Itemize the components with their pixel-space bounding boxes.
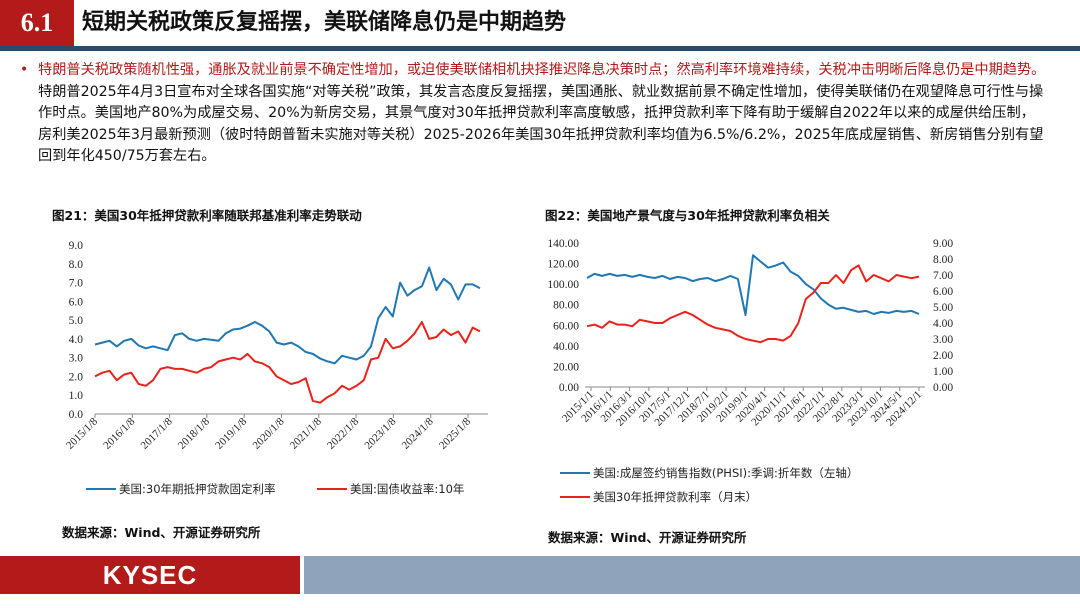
figure22-y-right-tick-label: 0.00 — [933, 382, 953, 394]
figure22-y-right-tick-label: 2.00 — [933, 350, 953, 362]
figure22-y-right-tick-label: 5.00 — [933, 302, 953, 314]
figure21-legend-label-1: 美国:30年期抵押贷款固定利率 — [119, 482, 276, 496]
body-paragraph: 特朗普关税政策随机性强，通胀及就业前景不确定性增加，或迫使美联储相机抉择推迟降息… — [38, 60, 1048, 168]
figure22-legend-label-2: 美国30年抵押贷款利率（月末） — [593, 490, 757, 504]
figure21-title: 图21：美国30年抵押贷款利率随联邦基准利率走势联动 — [52, 208, 362, 223]
figure21-y-tick-label: 4.0 — [69, 334, 84, 346]
figure22-y-left-tick-label: 0.00 — [559, 382, 579, 394]
figure22-y-right-tick-label: 7.00 — [933, 270, 953, 282]
figure22-chart: 0.00 20.00 40.00 60.00 80.00 100.00 120.00 140.… — [530, 225, 980, 525]
figure21-legend-label-2: 美国:国债收益率:10年 — [350, 482, 464, 496]
figure22-background — [530, 225, 980, 525]
figure22-series-line-1 — [586, 254, 920, 316]
figure21-y-tick-label: 8.0 — [69, 259, 84, 271]
figure21-y-tick-label: 5.0 — [69, 315, 84, 327]
figure22-source: 数据来源：Wind、开源证券研究所 — [548, 530, 747, 545]
figure21-series-line-1 — [94, 266, 481, 365]
figure21-y-tick-label: 6.0 — [69, 296, 84, 308]
figure22-y-left-tick-label: 20.00 — [553, 361, 579, 373]
logo-text: KYSEC — [102, 560, 198, 590]
kysec-logo: KYSEC — [0, 556, 300, 594]
figure22-y-left-tick-label: 100.00 — [547, 279, 579, 291]
figure22-legend-label-1: 美国:成屋签约销售指数(PHSI):季调:折年数（左轴） — [593, 466, 858, 480]
header-divider — [0, 46, 1080, 51]
bullet-marker: • — [20, 62, 29, 78]
figure22-y-left-tick-label: 80.00 — [553, 300, 579, 312]
figure22-y-right-tick-label: 8.00 — [933, 254, 953, 266]
figure22-y-right-tick-label: 9.00 — [933, 238, 953, 250]
figure21-y-tick-label: 0.0 — [69, 409, 84, 421]
body-text: 特朗普2025年4月3日宣布对全球各国实施“对等关税”政策，其发言态度反复摇摆，… — [38, 83, 1044, 165]
figure21-y-tick-label: 1.0 — [69, 390, 84, 402]
figure22-series-line-2 — [586, 264, 920, 344]
figure21-y-tick-label: 7.0 — [69, 278, 84, 290]
figure21-y-tick-label: 2.0 — [69, 371, 84, 383]
highlight-text: 特朗普关税政策随机性强，通胀及就业前景不确定性增加，或迫使美联储相机抉择推迟降息… — [38, 62, 1046, 78]
figure21-source: 数据来源：Wind、开源证券研究所 — [62, 525, 261, 540]
figure22-y-right-tick-label: 6.00 — [933, 286, 953, 298]
figure21-y-tick-label: 3.0 — [69, 353, 84, 365]
figure22-y-left-tick-label: 60.00 — [553, 320, 579, 332]
figure21-series-line-2 — [94, 321, 481, 404]
slide-title: 短期关税政策反复摇摆，美联储降息仍是中期趋势 — [82, 10, 567, 35]
figure22-y-right-tick-label: 3.00 — [933, 334, 953, 346]
section-number: 6.1 — [0, 0, 74, 46]
figure22-title: 图22：美国地产景气度与30年抵押贷款利率负相关 — [545, 208, 830, 223]
figure22-y-right-tick-label: 1.00 — [933, 366, 953, 378]
figure22-y-left-tick-label: 120.00 — [547, 259, 579, 271]
footer-bar — [304, 556, 1080, 594]
figure21-y-tick-label: 9.0 — [69, 240, 84, 252]
figure22-y-left-tick-label: 140.00 — [547, 238, 579, 250]
figure22-y-right-tick-label: 4.00 — [933, 318, 953, 330]
figure22-y-left-tick-label: 40.00 — [553, 341, 579, 353]
